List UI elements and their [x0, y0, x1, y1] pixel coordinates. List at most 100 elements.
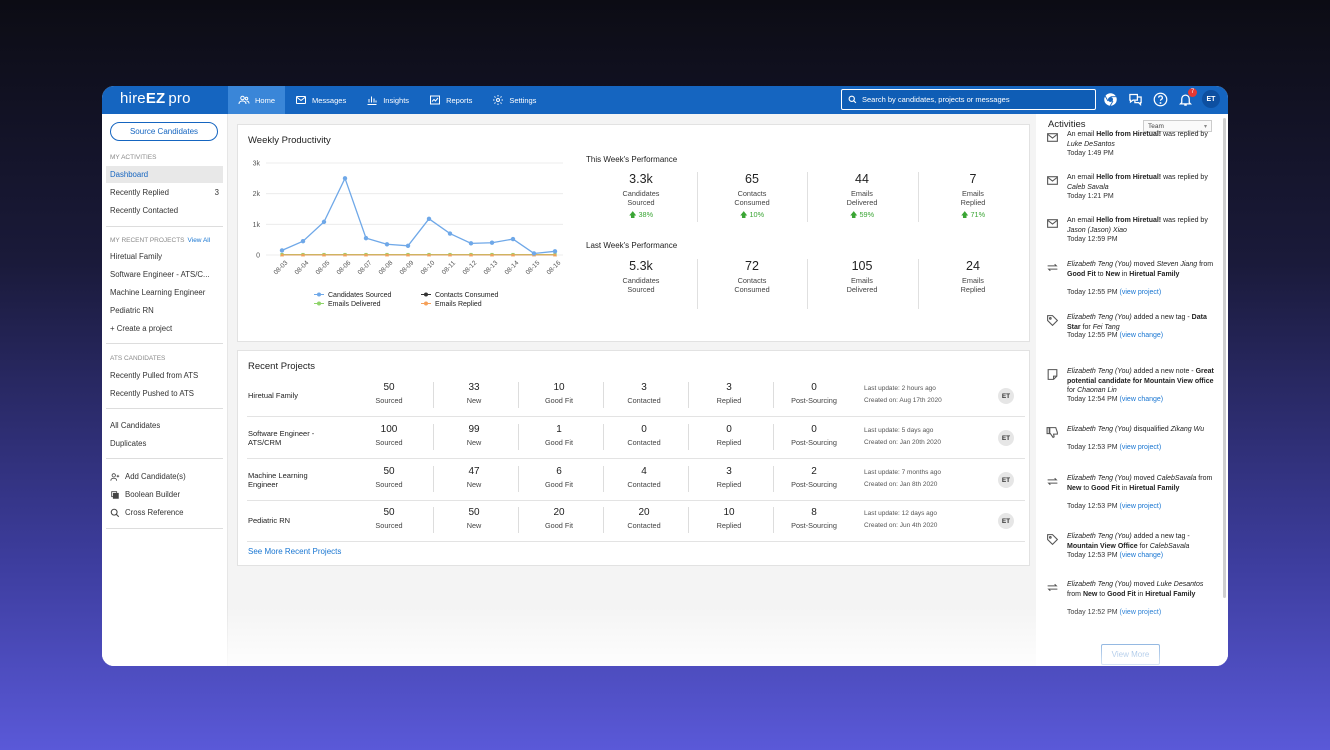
user-avatar[interactable]: ET [1202, 90, 1220, 108]
data-point [469, 252, 473, 257]
project-name[interactable]: Machine Learning Engineer [248, 470, 308, 490]
divider [518, 424, 519, 450]
cross-reference-button[interactable]: Cross Reference [106, 504, 223, 521]
project-stat-post-sourcing[interactable]: 0 Post-Sourcing [772, 424, 856, 447]
x-tick-label: 08-13 [483, 259, 500, 276]
project-stat-sourced[interactable]: 100 Sourced [347, 424, 431, 447]
project-row[interactable]: Machine Learning Engineer 50 Sourced 47 … [247, 460, 1025, 501]
hireez-logo[interactable]: hireEZ pro [120, 90, 191, 107]
sidebar-item-recently-pulled[interactable]: Recently Pulled from ATS [106, 367, 223, 384]
project-stat-post-sourcing[interactable]: 2 Post-Sourcing [772, 466, 856, 489]
project-stat-replied[interactable]: 10 Replied [687, 507, 771, 530]
nav-insights[interactable]: Insights [356, 86, 419, 114]
project-stat-contacted[interactable]: 4 Contacted [602, 466, 686, 489]
sidebar-item-duplicates[interactable]: Duplicates [106, 435, 223, 452]
owner-avatar[interactable]: ET [998, 472, 1014, 488]
help-icon[interactable] [1152, 91, 1169, 108]
project-stat-new[interactable]: 33 New [432, 382, 516, 405]
nav-messages[interactable]: Messages [285, 86, 356, 114]
project-stat-post-sourcing[interactable]: 8 Post-Sourcing [772, 507, 856, 530]
stat-label: Consumed [734, 198, 770, 207]
mail-icon [1046, 174, 1059, 187]
project-stat-new[interactable]: 47 New [432, 466, 516, 489]
source-candidates-button[interactable]: Source Candidates [110, 122, 218, 141]
stat-number: 50 [383, 382, 395, 393]
project-stat-post-sourcing[interactable]: 0 Post-Sourcing [772, 382, 856, 405]
add-candidates-button[interactable]: Add Candidate(s) [106, 468, 223, 485]
stat-change: 🡅 71% [960, 210, 986, 219]
divider [106, 528, 223, 529]
data-point [427, 252, 431, 257]
activity-meta: Today 12:52 PM (view project) [1067, 609, 1161, 616]
boolean-builder-button[interactable]: Boolean Builder [106, 486, 223, 503]
notification-bell-icon[interactable]: 7 [1177, 87, 1197, 108]
project-stat-sourced[interactable]: 50 Sourced [347, 382, 431, 405]
activity-link[interactable]: (view change) [1119, 332, 1164, 339]
sidebar-item-recently-pushed[interactable]: Recently Pushed to ATS [106, 385, 223, 402]
project-name[interactable]: Pediatric RN [248, 516, 291, 526]
project-stat-new[interactable]: 50 New [432, 507, 516, 530]
sidebar-project-hiretual-family[interactable]: Hiretual Family [106, 248, 223, 265]
project-stat-contacted[interactable]: 0 Contacted [602, 424, 686, 447]
project-stat-replied[interactable]: 3 Replied [687, 382, 771, 405]
project-stat-contacted[interactable]: 3 Contacted [602, 382, 686, 405]
sidebar-item-recently-contacted[interactable]: Recently Contacted [106, 202, 223, 219]
sidebar-project-ml-engineer[interactable]: Machine Learning Engineer [106, 284, 223, 301]
sidebar-item-all-candidates[interactable]: All Candidates [106, 417, 223, 434]
owner-avatar[interactable]: ET [998, 388, 1014, 404]
project-stat-good-fit[interactable]: 6 Good Fit [517, 466, 601, 489]
view-more-button[interactable]: View More [1101, 644, 1160, 665]
activity-link[interactable]: (view project) [1119, 609, 1162, 616]
project-row[interactable]: Pediatric RN 50 Sourced 50 New 20 Good F… [247, 501, 1025, 542]
see-more-projects-link[interactable]: See More Recent Projects [248, 547, 342, 556]
nav-home[interactable]: Home [228, 86, 286, 114]
project-stat-good-fit[interactable]: 1 Good Fit [517, 424, 601, 447]
nav-settings[interactable]: Settings [482, 86, 546, 114]
activity-time: Today 12:53 PM [1067, 503, 1118, 510]
chat-icon[interactable] [1127, 91, 1144, 108]
owner-avatar[interactable]: ET [998, 430, 1014, 446]
activity-meta: Today 12:53 PM (view project) [1067, 503, 1161, 510]
project-row[interactable]: Hiretual Family 50 Sourced 33 New 10 Goo… [247, 376, 1025, 417]
project-stat-sourced[interactable]: 50 Sourced [347, 507, 431, 530]
create-project-link[interactable]: + Create a project [106, 320, 223, 337]
magnifier-icon [110, 508, 120, 517]
activity-link[interactable]: (view change) [1119, 552, 1164, 559]
recent-projects-card: Recent Projects Hiretual Family 50 Sourc… [237, 350, 1030, 566]
project-stat-replied[interactable]: 3 Replied [687, 466, 771, 489]
search-input[interactable]: Search by candidates, projects or messag… [841, 89, 1096, 110]
data-point [301, 252, 305, 257]
sidebar-project-pediatric-rn[interactable]: Pediatric RN [106, 302, 223, 319]
data-point [511, 252, 515, 257]
sidebar-item-recently-replied[interactable]: Recently Replied 3 [106, 184, 223, 201]
tag-icon [1046, 314, 1059, 327]
stat-value: 65 [745, 172, 759, 186]
project-stat-sourced[interactable]: 50 Sourced [347, 466, 431, 489]
sidebar-project-software-engineer[interactable]: Software Engineer - ATS/C... [106, 266, 223, 283]
stat-number: 50 [468, 507, 480, 518]
project-row[interactable]: Software Engineer - ATS/CRM 100 Sourced … [247, 418, 1025, 459]
project-stat-good-fit[interactable]: 10 Good Fit [517, 382, 601, 405]
project-stat-new[interactable]: 99 New [432, 424, 516, 447]
project-stat-replied[interactable]: 0 Replied [687, 424, 771, 447]
data-point [552, 249, 558, 254]
activities-title: Activities [1048, 119, 1086, 130]
activities-scrollbar[interactable] [1223, 118, 1226, 598]
stat-number: 33 [468, 382, 480, 393]
project-name[interactable]: Software Engineer - ATS/CRM [248, 428, 315, 448]
activity-link[interactable]: (view change) [1119, 396, 1164, 403]
view-all-link[interactable]: View All [187, 237, 211, 244]
team-filter-select[interactable]: Team ▾ [1143, 120, 1212, 132]
sidebar-item-label: Recently Contacted [110, 206, 179, 215]
sidebar-item-dashboard[interactable]: Dashboard [106, 166, 223, 183]
activity-link[interactable]: (view project) [1119, 503, 1162, 510]
chrome-extension-icon[interactable] [1102, 91, 1119, 108]
project-name[interactable]: Hiretual Family [248, 391, 299, 401]
project-stat-good-fit[interactable]: 20 Good Fit [517, 507, 601, 530]
activity-link[interactable]: (view project) [1119, 289, 1162, 296]
owner-avatar[interactable]: ET [998, 513, 1014, 529]
project-stat-contacted[interactable]: 20 Contacted [602, 507, 686, 530]
activity-link[interactable]: (view project) [1119, 444, 1162, 451]
nav-reports[interactable]: Reports [419, 86, 482, 114]
divider [603, 424, 604, 450]
